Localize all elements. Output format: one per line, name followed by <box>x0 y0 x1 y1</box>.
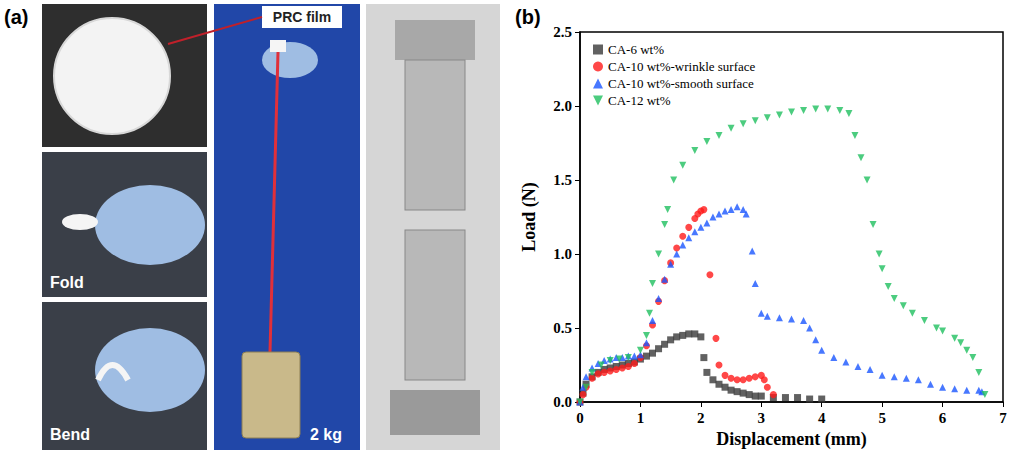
svg-text:CA-12 wt%: CA-12 wt% <box>608 93 671 108</box>
svg-text:CA-6 wt%: CA-6 wt% <box>608 42 664 57</box>
svg-text:0: 0 <box>576 410 584 426</box>
svg-text:CA-10 wt%-smooth surface: CA-10 wt%-smooth surface <box>608 76 754 91</box>
svg-text:Bend: Bend <box>50 426 90 443</box>
svg-text:1.5: 1.5 <box>553 172 572 188</box>
svg-text:6: 6 <box>939 410 947 426</box>
svg-text:2.0: 2.0 <box>553 98 572 114</box>
svg-text:Fold: Fold <box>50 274 84 291</box>
svg-text:(b): (b) <box>515 6 541 28</box>
svg-text:Displacement (mm): Displacement (mm) <box>716 429 866 450</box>
svg-text:3: 3 <box>758 410 766 426</box>
svg-text:2 kg: 2 kg <box>310 426 342 443</box>
svg-text:(a): (a) <box>4 6 28 28</box>
svg-text:2: 2 <box>697 410 705 426</box>
svg-text:Load (N): Load (N) <box>519 182 540 252</box>
svg-text:0.5: 0.5 <box>553 320 572 336</box>
svg-text:1.0: 1.0 <box>553 246 572 262</box>
svg-text:0.0: 0.0 <box>553 394 572 410</box>
svg-text:4: 4 <box>818 410 826 426</box>
svg-text:2.5: 2.5 <box>553 24 572 40</box>
svg-text:7: 7 <box>999 410 1007 426</box>
svg-text:5: 5 <box>878 410 886 426</box>
svg-text:PRC film: PRC film <box>273 9 331 25</box>
svg-text:CA-10 wt%-wrinkle surface: CA-10 wt%-wrinkle surface <box>608 59 756 74</box>
svg-text:1: 1 <box>637 410 645 426</box>
